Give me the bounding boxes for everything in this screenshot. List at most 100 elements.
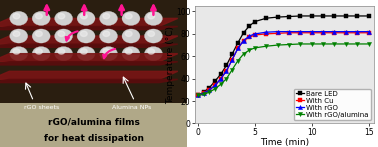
Line: With rGO/alumina: With rGO/alumina <box>196 42 370 98</box>
Bare LED <box>207 87 212 88</box>
Circle shape <box>103 14 110 19</box>
With rGO <box>344 31 348 32</box>
Circle shape <box>77 47 95 61</box>
With rGO <box>332 31 337 32</box>
With rGO <box>213 85 217 86</box>
Polygon shape <box>0 54 178 62</box>
Polygon shape <box>0 36 178 44</box>
With rGO/alumina <box>207 91 212 93</box>
Circle shape <box>55 47 73 61</box>
Polygon shape <box>0 62 178 65</box>
With Cu <box>224 70 229 72</box>
With rGO/alumina <box>213 88 217 90</box>
With Cu <box>196 95 200 96</box>
With Cu <box>207 89 212 91</box>
Circle shape <box>10 29 28 43</box>
Circle shape <box>144 47 163 61</box>
Circle shape <box>103 49 110 54</box>
Circle shape <box>125 31 132 36</box>
Circle shape <box>125 49 132 54</box>
Text: for heat dissipation: for heat dissipation <box>43 134 144 143</box>
Circle shape <box>13 14 20 19</box>
With rGO/alumina <box>298 43 303 45</box>
Bare LED <box>332 15 337 17</box>
Circle shape <box>58 14 65 19</box>
With Cu <box>218 78 223 80</box>
Circle shape <box>99 11 118 25</box>
With Cu <box>287 32 291 34</box>
Bare LED <box>241 32 246 34</box>
Circle shape <box>10 11 28 25</box>
Circle shape <box>81 14 87 19</box>
With rGO/alumina <box>196 95 200 96</box>
Bare LED <box>287 16 291 17</box>
With rGO <box>275 31 280 32</box>
With rGO <box>321 31 325 32</box>
FancyBboxPatch shape <box>0 0 187 106</box>
Bare LED <box>201 91 206 93</box>
Circle shape <box>10 47 28 61</box>
Circle shape <box>58 31 65 36</box>
Bare LED <box>264 17 268 19</box>
Circle shape <box>58 49 65 54</box>
With Cu <box>332 32 337 34</box>
With rGO <box>235 48 240 49</box>
With Cu <box>310 32 314 34</box>
Circle shape <box>81 31 87 36</box>
Polygon shape <box>0 71 178 79</box>
Circle shape <box>148 14 155 19</box>
Circle shape <box>103 31 110 36</box>
With rGO/alumina <box>366 43 371 45</box>
With rGO <box>298 31 303 32</box>
With rGO/alumina <box>230 69 234 71</box>
With Cu <box>264 33 268 35</box>
Bare LED <box>366 15 371 17</box>
Bare LED <box>230 53 234 55</box>
Bare LED <box>298 15 303 17</box>
With rGO <box>196 95 200 96</box>
With rGO <box>264 31 268 33</box>
With Cu <box>230 59 234 61</box>
Line: With rGO: With rGO <box>196 30 370 98</box>
With rGO <box>355 31 359 32</box>
Circle shape <box>13 49 20 54</box>
With rGO <box>366 31 371 32</box>
Circle shape <box>144 11 163 25</box>
Circle shape <box>13 31 20 36</box>
With rGO/alumina <box>241 53 246 55</box>
With rGO/alumina <box>287 44 291 45</box>
With rGO/alumina <box>253 47 257 49</box>
X-axis label: Time (min): Time (min) <box>260 138 309 147</box>
Bare LED <box>275 16 280 18</box>
With Cu <box>344 32 348 34</box>
Circle shape <box>81 49 87 54</box>
Circle shape <box>36 49 42 54</box>
With Cu <box>253 34 257 36</box>
Circle shape <box>99 29 118 43</box>
Circle shape <box>148 49 155 54</box>
Circle shape <box>144 29 163 43</box>
With rGO/alumina <box>201 93 206 95</box>
With rGO/alumina <box>275 44 280 46</box>
With Cu <box>298 32 303 34</box>
With Cu <box>241 40 246 41</box>
Text: rGO sheets: rGO sheets <box>24 105 60 110</box>
With Cu <box>321 32 325 34</box>
Bare LED <box>213 80 217 82</box>
With rGO <box>218 78 223 80</box>
Text: rGO/alumina films: rGO/alumina films <box>48 117 139 127</box>
Bare LED <box>196 95 200 96</box>
Circle shape <box>77 11 95 25</box>
Circle shape <box>32 11 50 25</box>
Bare LED <box>321 15 325 17</box>
With rGO/alumina <box>224 78 229 80</box>
With Cu <box>275 32 280 34</box>
With rGO/alumina <box>247 49 251 51</box>
Y-axis label: Temperature (°C): Temperature (°C) <box>166 26 175 104</box>
With Cu <box>213 85 217 86</box>
Polygon shape <box>0 18 178 26</box>
Polygon shape <box>0 79 178 83</box>
Circle shape <box>122 29 140 43</box>
With rGO/alumina <box>264 45 268 47</box>
Circle shape <box>122 47 140 61</box>
